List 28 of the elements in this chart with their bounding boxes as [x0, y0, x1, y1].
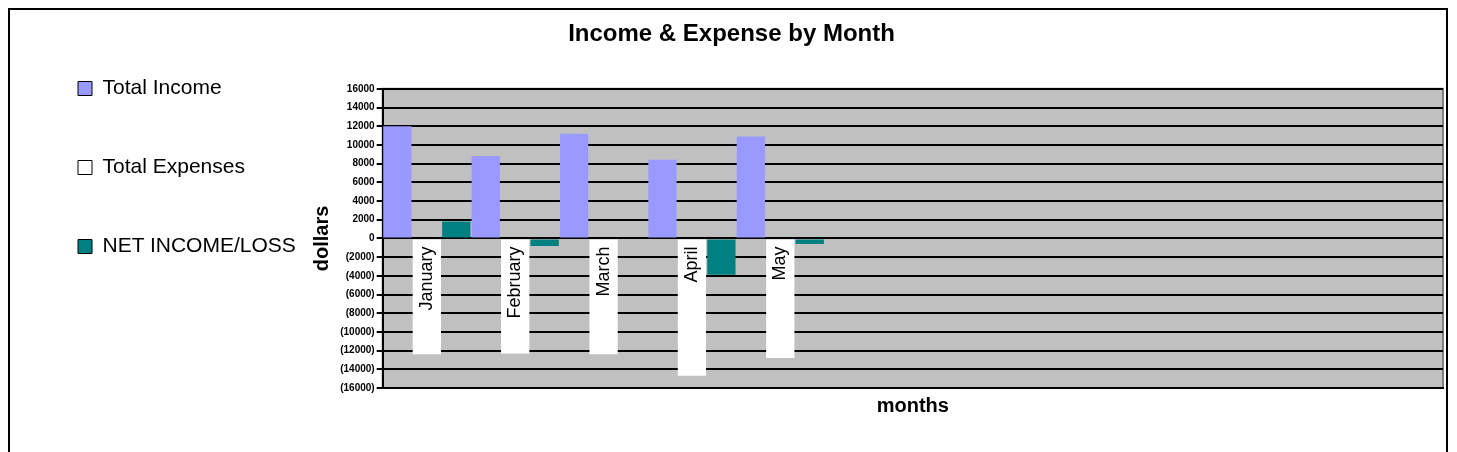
y-tick-label: (16000) [340, 381, 375, 393]
y-tick-label: (8000) [345, 306, 375, 318]
x-tick-label: February [504, 246, 525, 319]
y-axis-title: dollars [309, 205, 332, 272]
y-tick-label: 0 [369, 232, 376, 244]
x-tick-label: March [592, 246, 613, 297]
y-tick-label: 2000 [352, 213, 376, 225]
x-tick-label: January [415, 246, 436, 311]
y-tick-label: 10000 [346, 138, 376, 150]
y-tick-label: 4000 [352, 194, 376, 206]
x-tick-label: May [769, 246, 790, 281]
legend-label: Total Income [102, 75, 222, 99]
y-tick-label: (12000) [340, 344, 375, 356]
chart-title: Income & Expense by Month [568, 19, 895, 47]
y-tick-label: 6000 [352, 176, 376, 188]
y-tick-label: 16000 [346, 82, 376, 94]
y-tick-label: (10000) [340, 325, 375, 337]
y-tick-label: (2000) [345, 250, 375, 262]
y-tick-label: (14000) [340, 363, 375, 375]
legend-label: NET INCOME/LOSS [102, 233, 296, 257]
y-tick-label: 14000 [346, 101, 376, 113]
x-tick-label: April [680, 246, 701, 283]
y-tick-label: (6000) [345, 288, 375, 300]
x-axis-title: months [876, 393, 949, 416]
legend-label: Total Expenses [102, 154, 245, 178]
y-tick-label: 8000 [352, 157, 376, 169]
y-tick-label: 12000 [346, 119, 376, 131]
y-tick-label: (4000) [345, 269, 375, 281]
